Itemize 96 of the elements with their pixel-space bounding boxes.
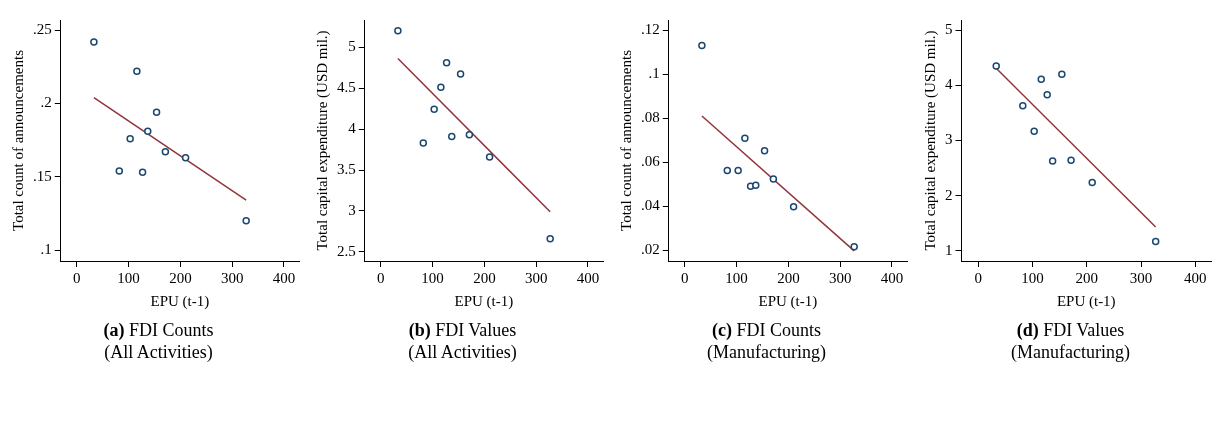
point <box>465 131 474 139</box>
y-tick-label: .06 <box>641 153 661 170</box>
y-tick-label: 5 <box>945 21 953 38</box>
text: (d) FDI Values <box>1016 320 1125 340</box>
y-axis-title: Total count of announcements <box>9 49 26 231</box>
point <box>437 83 445 91</box>
point <box>1030 127 1038 135</box>
point <box>1058 70 1066 79</box>
point <box>448 132 456 141</box>
point <box>394 26 402 35</box>
text: (Manufacturing) <box>1010 341 1131 363</box>
point <box>115 167 124 175</box>
x-tick-label: 0 <box>974 269 983 286</box>
x-tick-label: 400 <box>880 269 904 286</box>
x-tick-label: 0 <box>73 269 81 286</box>
text: (c) FDI Counts <box>712 320 821 340</box>
point <box>992 62 1000 70</box>
y-tick-label: 2.5 <box>337 242 356 259</box>
y-tick-label: 4 <box>348 119 357 136</box>
y-tick-label: 1 <box>945 241 953 258</box>
point <box>1088 178 1096 187</box>
y-tick-label: 3 <box>945 131 953 148</box>
y-tick-label: 4.5 <box>337 78 356 95</box>
point <box>741 134 749 142</box>
y-tick-label: .04 <box>641 197 661 214</box>
x-axis-title: EPU (t-1) <box>150 292 210 310</box>
point <box>723 166 732 175</box>
point <box>442 58 451 67</box>
point <box>144 127 152 136</box>
y-axis-title: Total count of announcements <box>617 49 634 231</box>
y-tick-label: .2 <box>40 94 52 111</box>
x-tick-label: 100 <box>1021 269 1044 286</box>
point <box>152 108 161 117</box>
x-tick-label: 200 <box>1075 269 1099 286</box>
x-tick-label: 100 <box>421 269 444 286</box>
point <box>752 181 760 190</box>
y-tick-label: .02 <box>641 241 660 258</box>
point <box>760 146 769 155</box>
text: (b) FDI Values <box>408 320 517 340</box>
point <box>242 216 250 225</box>
point <box>1037 75 1045 84</box>
point <box>419 139 428 147</box>
y-tick-label: 2 <box>945 186 953 203</box>
y-tick-label: 4 <box>945 76 953 93</box>
y-tick-label: .08 <box>641 109 660 126</box>
x-tick-label: 400 <box>1184 269 1207 286</box>
point <box>769 175 778 183</box>
y-tick-label: .1 <box>40 240 52 257</box>
point <box>546 235 554 243</box>
point <box>734 166 742 175</box>
y-tick-label: .1 <box>648 65 660 82</box>
point <box>1067 156 1075 165</box>
x-tick-label: 300 <box>220 269 244 286</box>
point <box>138 168 147 177</box>
point <box>456 70 465 78</box>
point <box>126 134 134 143</box>
point <box>430 105 438 114</box>
point <box>698 41 706 50</box>
text: (All Activities) <box>103 341 214 363</box>
x-tick-label: 200 <box>473 269 496 286</box>
x-tick-label: 400 <box>576 269 600 286</box>
point <box>1048 157 1057 165</box>
point <box>1043 90 1051 99</box>
point <box>1019 102 1027 110</box>
y-tick-label: 5 <box>348 37 356 54</box>
text: (Manufacturing) <box>706 341 827 363</box>
y-axis-title: Total capital expenditure (USD mil.) <box>313 30 331 251</box>
x-axis-title: EPU (t-1) <box>1056 292 1116 310</box>
y-tick-label: 3.5 <box>337 160 356 177</box>
text: (All Activities) <box>407 341 518 363</box>
y-tick-label: 3 <box>348 201 356 218</box>
x-tick-label: 300 <box>524 269 548 286</box>
x-tick-label: 0 <box>377 269 385 286</box>
x-tick-label: 0 <box>681 269 689 286</box>
x-tick-label: 100 <box>725 269 748 286</box>
point <box>90 38 98 46</box>
point <box>485 153 494 161</box>
point <box>789 202 798 211</box>
y-tick-label: .12 <box>641 21 660 38</box>
x-tick-label: 100 <box>117 269 140 286</box>
x-axis-title: EPU (t-1) <box>758 292 818 310</box>
point <box>133 67 141 76</box>
x-axis-title: EPU (t-1) <box>454 292 514 310</box>
x-tick-label: 300 <box>828 269 852 286</box>
x-tick-label: 200 <box>169 269 192 286</box>
x-tick-label: 300 <box>1129 269 1153 286</box>
text: (a) FDI Counts <box>103 320 214 340</box>
point <box>181 153 190 162</box>
point <box>850 242 858 251</box>
x-tick-label: 200 <box>777 269 800 286</box>
y-axis-title: Total capital expenditure (USD mil.) <box>921 30 939 251</box>
point <box>1151 237 1160 246</box>
x-tick-label: 400 <box>272 269 296 286</box>
y-tick-label: .15 <box>33 167 52 184</box>
point <box>161 148 170 156</box>
y-tick-label: .25 <box>33 21 52 38</box>
